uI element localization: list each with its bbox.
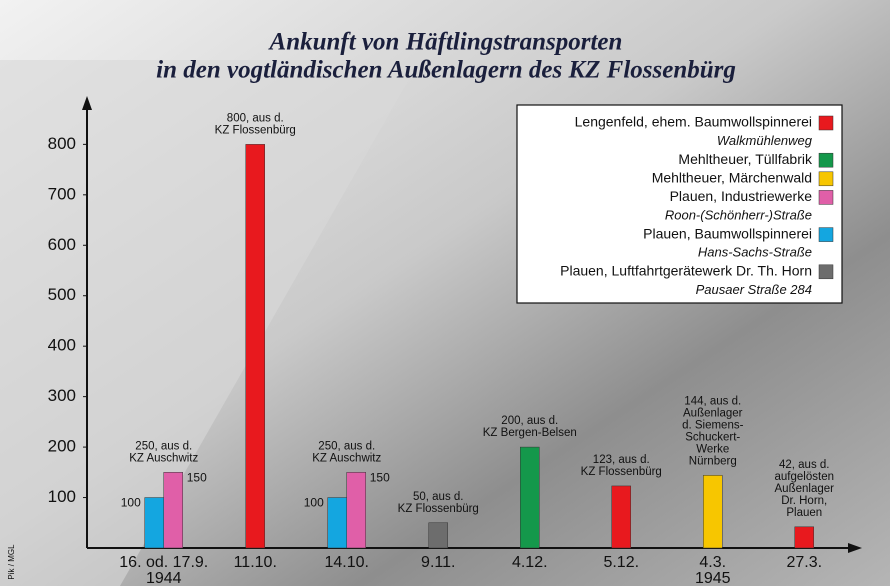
bar-annotation: 42, aus d. (779, 459, 830, 471)
bar-annotation: Plauen (786, 507, 822, 519)
bar-annotation: aufgelösten (775, 471, 834, 483)
legend-swatch (819, 265, 833, 279)
bar-annotation: Werke (696, 443, 729, 455)
legend-swatch (819, 116, 833, 130)
bar-annotation: KZ Flossenbürg (215, 124, 296, 136)
bar-annotation: 250, aus d. (318, 440, 375, 452)
legend-label: Plauen, Baumwollspinnerei (643, 225, 812, 241)
chart: Ankunft von Häftlingstransporten in den … (0, 0, 890, 586)
legend-address: Roon-(Schönherr-)Straße (665, 207, 812, 222)
y-tick-label: 400 (48, 336, 76, 355)
y-tick-label: 500 (48, 285, 76, 304)
bar-annotation: KZ Flossenbürg (398, 503, 479, 515)
bar-annotation: Nürnberg (689, 455, 737, 467)
bar (347, 472, 366, 548)
y-tick-label: 200 (48, 437, 76, 456)
y-tick-label: 100 (48, 487, 76, 506)
chart-title: in den vogtländischen Außenlagern des KZ… (156, 57, 736, 84)
value-label: 150 (370, 470, 390, 484)
value-label: 100 (121, 496, 141, 510)
x-tick-label: 4.3. (699, 554, 726, 571)
legend-address: Hans-Sachs-Straße (698, 245, 812, 260)
legend-label: Mehltheuer, Märchenwald (652, 170, 812, 186)
page: Ankunft von Häftlingstransporten in den … (0, 0, 890, 586)
y-tick-label: 300 (48, 386, 76, 405)
x-tick-label: 11.10. (234, 554, 277, 571)
x-tick-label: 14.10. (325, 554, 369, 571)
legend-swatch (819, 190, 833, 204)
bar (429, 523, 448, 548)
value-label: 100 (304, 496, 324, 510)
bar (164, 472, 183, 548)
bar-annotation: Schuckert- (685, 431, 740, 443)
x-tick-label: 27.3. (786, 554, 822, 571)
x-tick-label: 4.12. (512, 554, 548, 571)
x-tick-label: 16. od. 17.9. (119, 554, 208, 571)
bar-annotation: 144, aus d. (684, 395, 741, 407)
bar (795, 527, 814, 548)
y-tick-label: 800 (48, 134, 76, 153)
legend-label: Lengenfeld, ehem. Baumwollspinnerei (575, 114, 812, 130)
bar-annotation: 50, aus d. (413, 491, 464, 503)
legend-label: Mehltheuer, Tüllfabrik (678, 151, 813, 167)
bar-annotation: 200, aus d. (501, 415, 558, 427)
chart-title: Ankunft von Häftlingstransporten (268, 29, 623, 56)
bar (520, 447, 539, 548)
legend-address: Walkmühlenweg (717, 133, 813, 148)
bar-annotation: KZ Flossenbürg (581, 466, 662, 478)
y-tick-label: 600 (48, 235, 76, 254)
bar-annotation: Dr. Horn, (781, 495, 827, 507)
legend-label: Plauen, Industriewerke (670, 188, 813, 204)
x-tick-label: 5.12. (603, 554, 639, 571)
y-tick-label: 700 (48, 184, 76, 203)
bar-annotation: 250, aus d. (135, 440, 192, 452)
legend-address: Pausaer Straße 284 (696, 282, 812, 297)
x-group-label: 1945 (695, 570, 731, 586)
bar (703, 475, 722, 548)
x-tick-label: 9.11. (421, 554, 455, 571)
bar-annotation: 800, aus d. (227, 112, 284, 124)
credit: Pik / MGL (7, 544, 16, 580)
bar-annotation: KZ Auschwitz (129, 452, 198, 464)
legend-swatch (819, 153, 833, 167)
bar-annotation: 123, aus d. (593, 454, 650, 466)
legend-swatch (819, 172, 833, 186)
value-label: 150 (187, 470, 207, 484)
bar (328, 498, 347, 548)
bar (246, 144, 265, 548)
bar-annotation: KZ Bergen-Belsen (483, 427, 577, 439)
bar-annotation: KZ Auschwitz (312, 452, 381, 464)
bar (145, 498, 164, 548)
bar-annotation: Außenlager (683, 407, 743, 419)
bar (612, 486, 631, 548)
bar-annotation: Außenlager (775, 483, 835, 495)
bar-annotation: d. Siemens- (682, 419, 744, 431)
legend-swatch (819, 228, 833, 242)
x-group-label: 1944 (146, 570, 182, 586)
legend-label: Plauen, Luftfahrtgerätewerk Dr. Th. Horn (560, 263, 812, 279)
